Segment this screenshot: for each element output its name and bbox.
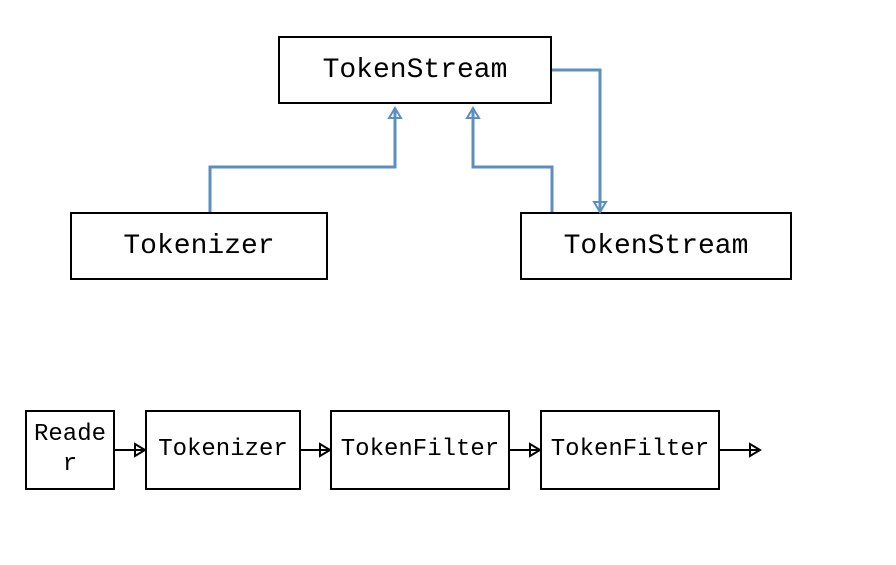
node-tokenizer-pipeline: Tokenizer [145,410,301,490]
node-reader: Reader [25,410,115,490]
node-label: Tokenizer [158,435,288,465]
node-tokenstream-top: TokenStream [278,36,552,104]
node-tokenstream-right: TokenStream [520,212,792,280]
node-label: Tokenizer [123,229,274,264]
node-label: TokenFilter [341,435,499,465]
node-tokenizer-left: Tokenizer [70,212,328,280]
node-label: TokenStream [323,53,508,88]
node-label: TokenFilter [551,435,709,465]
node-label: TokenStream [564,229,749,264]
node-tokenfilter2: TokenFilter [540,410,720,490]
node-tokenfilter1: TokenFilter [330,410,510,490]
node-label: Reader [31,420,109,480]
